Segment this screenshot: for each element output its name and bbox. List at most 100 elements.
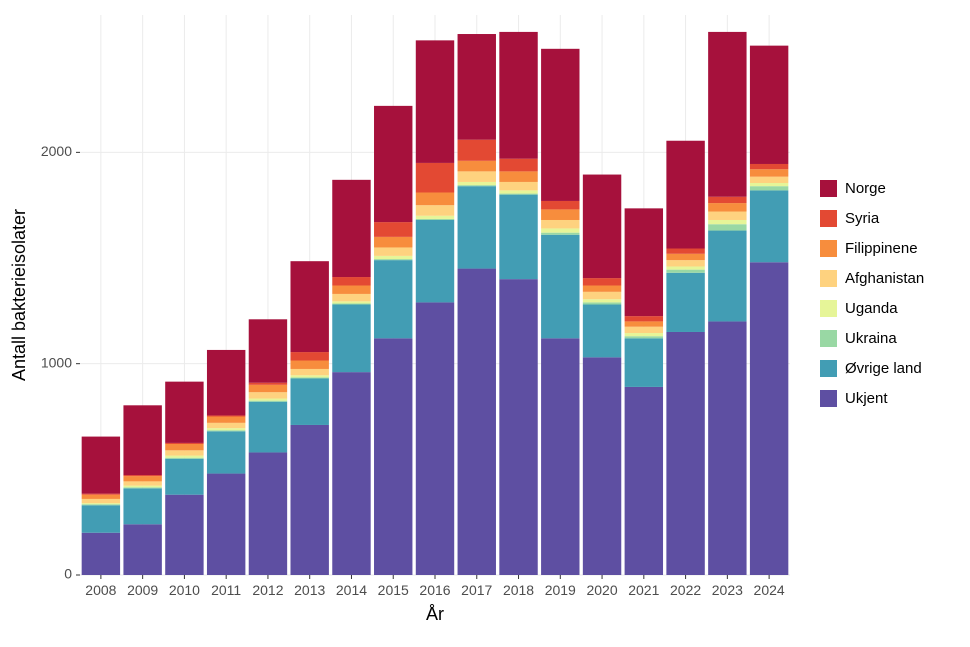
bar-segment (666, 141, 704, 249)
bar-segment (290, 361, 328, 369)
legend-swatch (820, 390, 837, 407)
bar-segment (207, 428, 245, 430)
bar-segment (708, 224, 746, 230)
bar-segment (374, 247, 412, 255)
y-tick-label: 0 (64, 566, 72, 582)
bar-segment (123, 524, 161, 575)
bar-segment (750, 169, 788, 176)
x-tick-label: 2013 (294, 582, 325, 598)
bar-segment (123, 476, 161, 481)
bar-segment (708, 203, 746, 211)
legend-label: Afghanistan (845, 270, 924, 287)
bar-segment (416, 193, 454, 206)
legend-label: Ukjent (845, 390, 888, 407)
bar-segment (499, 279, 537, 575)
legend-swatch (820, 330, 837, 347)
legend-label: Øvrige land (845, 360, 922, 377)
bar-segment (458, 185, 496, 186)
bar-segment (332, 277, 370, 285)
bar-segment (123, 481, 161, 485)
bar-segment (750, 177, 788, 183)
bar-segment (499, 195, 537, 280)
bar-segment (123, 405, 161, 475)
bar-segment (82, 503, 120, 504)
bar-segment (458, 186, 496, 268)
legend-label: Uganda (845, 300, 898, 317)
legend-label: Ukraina (845, 330, 897, 347)
bar-segment (708, 197, 746, 203)
bar-segment (625, 387, 663, 575)
bar-segment (82, 494, 120, 495)
bar-segment (165, 459, 203, 495)
bar-segment (458, 34, 496, 140)
bar-segment (583, 292, 621, 299)
bar-segment (458, 171, 496, 182)
bar-segment (458, 161, 496, 172)
stacked-bar-chart: 0100020002008200920102011201220132014201… (0, 0, 970, 647)
bar-segment (123, 487, 161, 488)
bar-segment (666, 260, 704, 266)
bar-segment (458, 269, 496, 575)
bar-segment (666, 254, 704, 260)
bar-segment (750, 190, 788, 262)
bar-segment (583, 299, 621, 302)
bar-segment (750, 46, 788, 164)
bar-segment (249, 452, 287, 575)
bar-segment (708, 231, 746, 322)
y-tick-label: 2000 (41, 143, 72, 159)
bar-segment (165, 444, 203, 450)
bar-segment (207, 350, 245, 416)
bar-segment (207, 417, 245, 423)
legend-swatch (820, 210, 837, 227)
bar-segment (458, 182, 496, 185)
bar-segment (541, 49, 579, 201)
bar-segment (290, 377, 328, 378)
bar-segment (123, 475, 161, 476)
x-axis-title: År (426, 604, 444, 624)
bar-segment (625, 327, 663, 333)
legend-swatch (820, 300, 837, 317)
bar-segment (123, 486, 161, 488)
x-tick-label: 2022 (670, 582, 701, 598)
bar-segment (750, 262, 788, 575)
bar-segment (207, 415, 245, 416)
bar-segment (207, 430, 245, 431)
x-tick-label: 2012 (252, 582, 283, 598)
bar-segment (541, 235, 579, 339)
bar-segment (123, 488, 161, 524)
bar-segment (332, 305, 370, 373)
legend: NorgeSyriaFilippineneAfghanistanUgandaUk… (820, 180, 924, 407)
x-tick-label: 2016 (419, 582, 450, 598)
bar-segment (416, 220, 454, 302)
x-tick-label: 2017 (461, 582, 492, 598)
bar-segment (249, 385, 287, 392)
legend-label: Norge (845, 180, 886, 197)
bar-segment (750, 183, 788, 186)
bar-segment (249, 402, 287, 453)
x-tick-label: 2008 (85, 582, 116, 598)
bar-segment (332, 294, 370, 301)
x-tick-label: 2010 (169, 582, 200, 598)
bar-segment (374, 259, 412, 260)
bar-segment (416, 205, 454, 216)
legend-swatch (820, 270, 837, 287)
bar-segment (332, 303, 370, 304)
bar-segment (499, 194, 537, 195)
bar-segment (249, 401, 287, 402)
legend-swatch (820, 240, 837, 257)
bar-segment (499, 190, 537, 193)
bar-segment (625, 333, 663, 336)
bar-segment (165, 450, 203, 455)
bar-segment (290, 369, 328, 375)
x-tick-label: 2021 (628, 582, 659, 598)
bar-segment (290, 425, 328, 575)
legend-swatch (820, 360, 837, 377)
bar-segment (82, 499, 120, 503)
bar-segment (625, 321, 663, 326)
x-tick-label: 2019 (545, 582, 576, 598)
x-tick-label: 2009 (127, 582, 158, 598)
bar-segment (249, 383, 287, 385)
bar-segment (625, 336, 663, 338)
bar-segment (207, 431, 245, 473)
bar-segment (374, 256, 412, 259)
